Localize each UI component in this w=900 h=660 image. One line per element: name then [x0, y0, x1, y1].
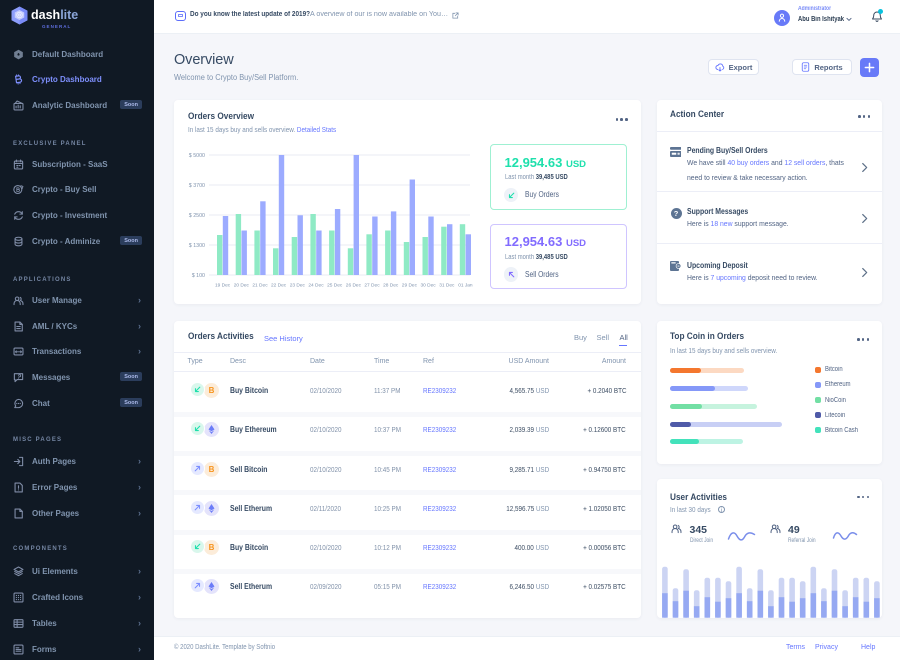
svg-text:21 Dec: 21 Dec — [252, 283, 268, 289]
svg-text:$ 3700: $ 3700 — [189, 183, 205, 189]
svg-text:24 Dec: 24 Dec — [308, 283, 324, 289]
svg-text:30 Dec: 30 Dec — [420, 283, 436, 289]
svg-text:28 Dec: 28 Dec — [383, 283, 399, 289]
svg-text:22 Dec: 22 Dec — [271, 283, 287, 289]
svg-text:$ 2500: $ 2500 — [189, 213, 205, 219]
svg-text:01 Jan: 01 Jan — [458, 283, 473, 289]
svg-text:19 Dec: 19 Dec — [215, 283, 231, 289]
svg-text:$ 5000: $ 5000 — [189, 153, 205, 159]
svg-text:$ 1300: $ 1300 — [189, 243, 205, 249]
svg-text:25 Dec: 25 Dec — [327, 283, 343, 289]
svg-text:31 Dec: 31 Dec — [439, 283, 455, 289]
svg-text:27 Dec: 27 Dec — [364, 283, 380, 289]
svg-text:23 Dec: 23 Dec — [290, 283, 306, 289]
svg-text:$ 100: $ 100 — [192, 273, 205, 279]
svg-text:29 Dec: 29 Dec — [402, 283, 418, 289]
svg-text:20 Dec: 20 Dec — [234, 283, 250, 289]
svg-text:26 Dec: 26 Dec — [346, 283, 362, 289]
